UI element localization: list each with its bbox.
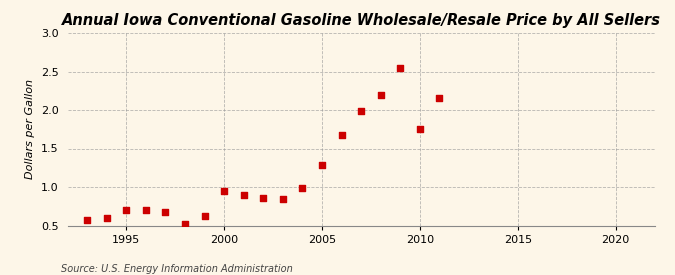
Point xyxy=(160,210,171,214)
Point xyxy=(375,92,386,97)
Y-axis label: Dollars per Gallon: Dollars per Gallon xyxy=(25,79,35,179)
Point xyxy=(317,163,327,168)
Point xyxy=(336,133,347,138)
Point xyxy=(238,192,249,197)
Point xyxy=(199,214,210,218)
Point xyxy=(101,216,112,220)
Title: Annual Iowa Conventional Gasoline Wholesale/Resale Price by All Sellers: Annual Iowa Conventional Gasoline Wholes… xyxy=(61,13,661,28)
Point xyxy=(277,197,288,202)
Point xyxy=(395,65,406,70)
Point xyxy=(82,218,92,222)
Point xyxy=(356,109,367,113)
Text: Source: U.S. Energy Information Administration: Source: U.S. Energy Information Administ… xyxy=(61,264,292,274)
Point xyxy=(414,127,425,131)
Point xyxy=(434,96,445,101)
Point xyxy=(258,196,269,200)
Point xyxy=(297,186,308,190)
Point xyxy=(219,189,230,193)
Point xyxy=(180,222,190,226)
Point xyxy=(121,208,132,212)
Point xyxy=(140,208,151,212)
